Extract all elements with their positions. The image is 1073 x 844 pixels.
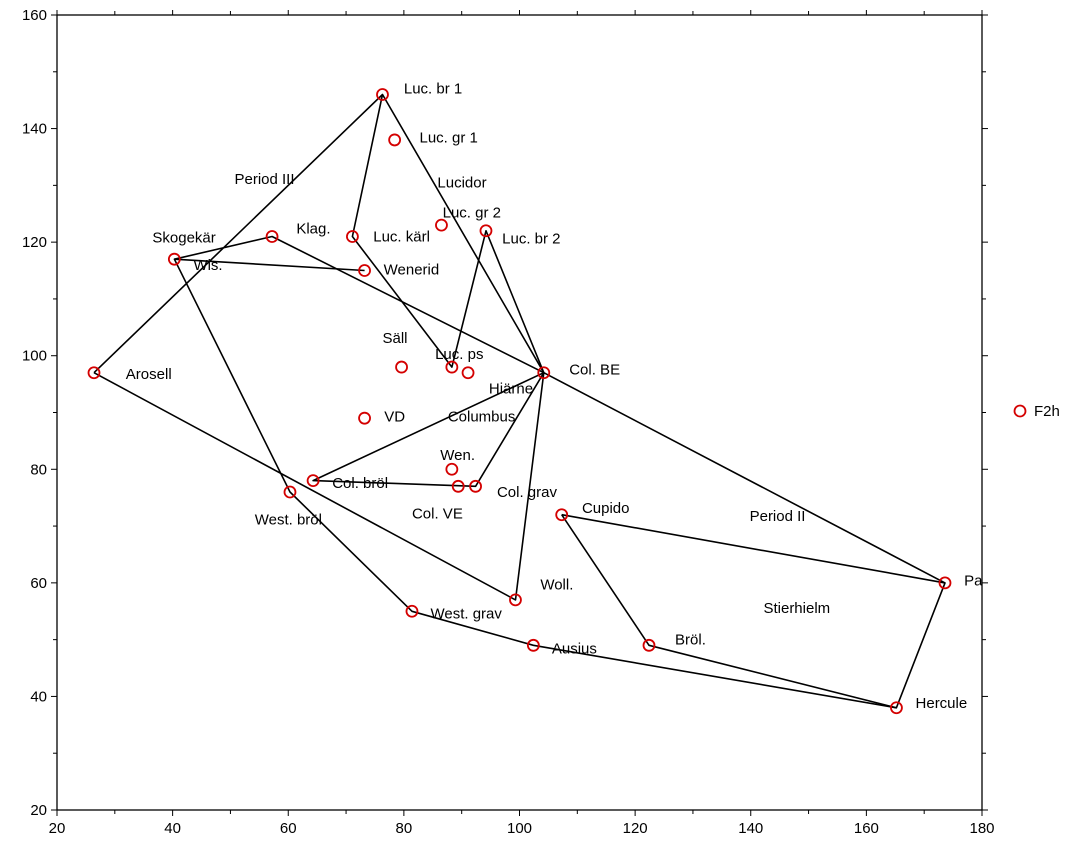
point-label: Hercule bbox=[916, 695, 968, 712]
connection-line bbox=[312, 94, 545, 488]
point-label: Columbus bbox=[448, 408, 516, 425]
point-label: Luc. ps bbox=[435, 346, 483, 363]
data-point bbox=[395, 360, 408, 374]
point-label: Wen. bbox=[440, 447, 475, 464]
y-tick-label: 60 bbox=[30, 575, 47, 592]
data-point bbox=[642, 638, 656, 652]
data-point bbox=[445, 462, 459, 476]
connection-line bbox=[174, 258, 365, 272]
data-point bbox=[890, 701, 903, 715]
data-point bbox=[461, 366, 475, 380]
data-point bbox=[346, 230, 359, 243]
point-label: West. grav bbox=[430, 606, 502, 623]
y-tick-label: 20 bbox=[30, 802, 47, 819]
point-label: West. bröl bbox=[255, 511, 322, 528]
data-point bbox=[537, 366, 551, 380]
point-label: Säll bbox=[382, 330, 407, 347]
data-point bbox=[376, 88, 389, 101]
data-point bbox=[388, 133, 402, 147]
data-point bbox=[469, 479, 482, 493]
data-point bbox=[405, 604, 419, 618]
x-tick-label: 40 bbox=[164, 820, 181, 837]
x-tick-label: 80 bbox=[396, 820, 413, 837]
point-label: Luc. br 2 bbox=[502, 231, 560, 248]
point-label: Wenerid bbox=[384, 261, 440, 278]
point-label: Wis. bbox=[193, 257, 222, 274]
point-label: Luc. br 1 bbox=[404, 80, 462, 97]
point-label: Col. BE bbox=[569, 361, 620, 378]
legend-marker bbox=[1013, 404, 1027, 418]
point-label: Period II bbox=[750, 508, 806, 525]
legend-label: F2h bbox=[1034, 403, 1060, 420]
x-tick-label: 100 bbox=[507, 820, 532, 837]
data-point bbox=[167, 252, 181, 266]
axes: 20 40 60 80 100 120 140 160 180 20 40 60 80 100 120 140… bbox=[22, 7, 995, 837]
point-label: Arosell bbox=[126, 366, 172, 383]
data-point bbox=[451, 479, 465, 493]
point-label: Ausius bbox=[552, 641, 597, 658]
point-label: Woll. bbox=[540, 577, 573, 594]
point-label: Bröl. bbox=[675, 632, 706, 649]
x-tick-label: 180 bbox=[969, 820, 994, 837]
legend: F2h bbox=[1013, 403, 1060, 420]
point-label: Luc. gr 1 bbox=[419, 130, 477, 147]
data-points bbox=[87, 88, 952, 715]
point-label: Col. grav bbox=[497, 484, 558, 501]
y-tick-label: 100 bbox=[22, 348, 47, 365]
point-label: Skogekär bbox=[152, 230, 215, 247]
data-point bbox=[435, 218, 448, 232]
y-tick-label: 140 bbox=[22, 121, 47, 138]
point-label: Pa bbox=[964, 573, 983, 590]
data-point bbox=[509, 593, 522, 607]
point-label: Luc. kärl bbox=[373, 228, 430, 245]
point-label: Cupido bbox=[582, 500, 630, 517]
point-label: Luc. gr 2 bbox=[443, 205, 501, 222]
point-label: Stierhielm bbox=[763, 600, 830, 617]
x-tick-label: 20 bbox=[49, 820, 66, 837]
point-label: Lucidor bbox=[437, 175, 486, 192]
y-tick-label: 80 bbox=[30, 461, 47, 478]
point-label: Col. VE bbox=[412, 506, 463, 523]
connection-lines bbox=[93, 93, 946, 709]
point-label: VD bbox=[384, 408, 405, 425]
x-tick-label: 120 bbox=[623, 820, 648, 837]
data-point bbox=[283, 485, 297, 499]
data-point bbox=[306, 474, 320, 488]
x-tick-label: 60 bbox=[280, 820, 297, 837]
y-tick-label: 160 bbox=[22, 7, 47, 24]
data-point bbox=[265, 230, 279, 243]
point-labels: Luc. br 1 Luc. gr 1 Period III Lucidor Luc. … bbox=[126, 80, 983, 712]
data-point bbox=[555, 508, 569, 522]
point-label: Klag. bbox=[296, 221, 330, 238]
point-label: Hiärne bbox=[489, 381, 533, 398]
data-point bbox=[445, 360, 459, 374]
y-tick-label: 120 bbox=[22, 234, 47, 251]
data-point bbox=[479, 224, 493, 238]
data-point bbox=[938, 576, 952, 590]
data-point bbox=[87, 366, 101, 380]
point-label: Period III bbox=[234, 171, 294, 188]
x-tick-label: 140 bbox=[738, 820, 763, 837]
connection-line bbox=[561, 514, 897, 709]
connection-line bbox=[561, 513, 946, 584]
data-point bbox=[358, 411, 371, 425]
point-label: Col. bröl bbox=[332, 475, 388, 492]
data-point bbox=[526, 638, 540, 652]
y-tick-label: 40 bbox=[30, 688, 47, 705]
data-point bbox=[358, 264, 371, 277]
x-tick-label: 160 bbox=[854, 820, 879, 837]
